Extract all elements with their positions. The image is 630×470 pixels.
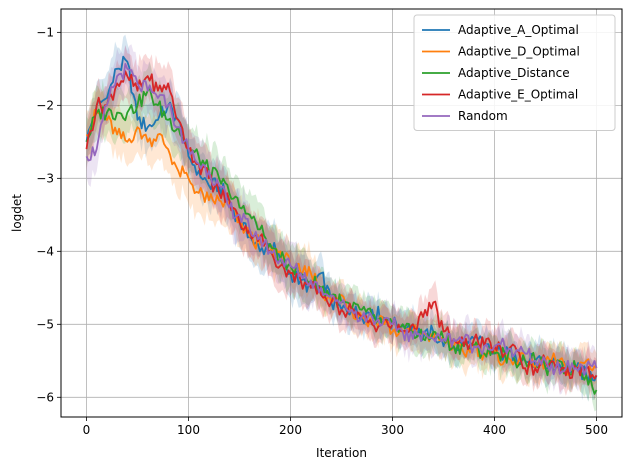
series-line [85, 70, 598, 380]
y-axis-label: logdet [10, 194, 24, 232]
legend: Adaptive_A_Optimal Adaptive_D_Optimal Adap… [413, 14, 616, 131]
series-line [85, 109, 598, 376]
y-tick-label: −5 [36, 317, 54, 331]
y-tick-label: −3 [36, 171, 54, 185]
axis-ticks: 0 100 200 300 400 500 −1 −2 −3 −4 −5 −6 [36, 25, 608, 437]
x-tick-label: 100 [177, 423, 200, 437]
legend-label: Adaptive_D_Optimal [458, 45, 580, 59]
x-tick-label: 200 [279, 423, 302, 437]
x-tick-label: 500 [585, 423, 608, 437]
y-tick-label: −1 [36, 25, 54, 39]
legend-box [413, 14, 616, 131]
legend-label: Adaptive_A_Optimal [458, 23, 579, 37]
confidence-band [86, 61, 597, 412]
legend-label: Random [458, 109, 508, 123]
x-tick-label: 400 [483, 423, 506, 437]
legend-label: Adaptive_Distance [458, 66, 570, 80]
y-tick-label: −2 [36, 98, 54, 112]
series-line [85, 63, 598, 376]
y-tick-label: −4 [36, 244, 54, 258]
plot-frame [60, 8, 623, 418]
y-tick-label: −6 [36, 390, 54, 404]
x-axis-label: Iteration [316, 446, 367, 460]
series-lines [85, 55, 598, 395]
x-tick-label: 0 [83, 423, 91, 437]
x-tick-label: 300 [381, 423, 404, 437]
legend-label: Adaptive_E_Optimal [458, 88, 578, 102]
